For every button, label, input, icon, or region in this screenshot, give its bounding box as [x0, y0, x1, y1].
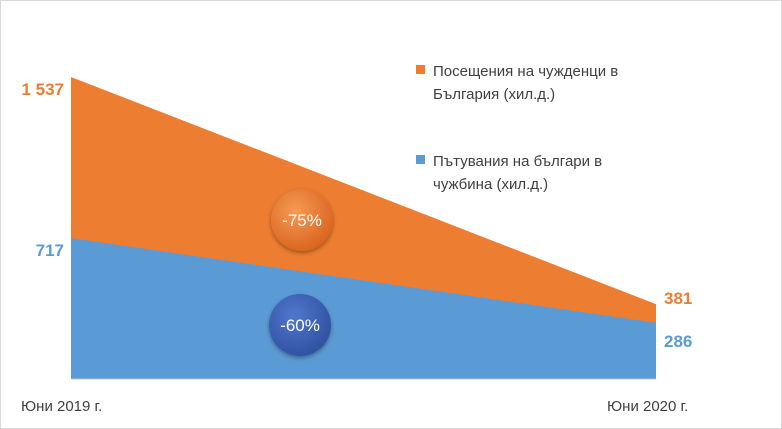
change-badge-visits	[271, 189, 333, 251]
x-tick-label-end: Юни 2020 г.	[607, 398, 688, 415]
legend-swatch-trips	[416, 155, 425, 164]
change-label-trips: -60%	[280, 316, 320, 335]
x-tick-label-start: Юни 2019 г.	[21, 398, 102, 415]
data-label-visits-end: 381	[664, 289, 692, 308]
legend-label-trips-line2: чужбина (хил.д.)	[433, 176, 548, 193]
data-label-trips-end: 286	[664, 332, 692, 351]
change-label-visits: -75%	[282, 211, 322, 230]
change-badge-trips-circle	[269, 294, 331, 356]
data-label-trips-start: 717	[36, 241, 64, 260]
legend-label-visits-line1: Посещения на чужденци в	[433, 63, 618, 80]
change-badge-visits-circle	[271, 189, 333, 251]
legend-label-trips-line1: Пътувания на българи в	[433, 153, 602, 170]
legend-label-visits-line2: България (хил.д.)	[433, 86, 555, 103]
data-label-visits-start: 1 537	[21, 80, 64, 99]
change-badge-trips	[269, 294, 331, 356]
area-series-trips	[71, 238, 656, 379]
legend-swatch-visits	[416, 65, 425, 74]
legend: Посещения на чужденци в България (хил.д.…	[416, 63, 618, 193]
